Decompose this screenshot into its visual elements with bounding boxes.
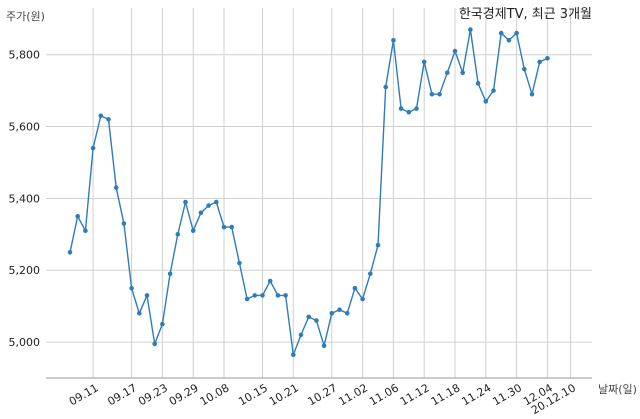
data-point [437,91,442,97]
y-tick-label: 5,600 [9,121,41,134]
data-point [244,296,250,302]
x-tick-label: 11.02 [336,381,370,408]
data-point [229,224,234,230]
data-point [468,27,473,32]
x-tick-label: 11.18 [429,381,463,408]
x-tick-label: 11.24 [460,381,494,408]
data-point [529,91,535,97]
data-point [537,59,542,65]
data-point [83,228,88,233]
y-tick-label: 5,000 [9,336,41,349]
data-point [375,242,381,248]
data-point [221,224,227,230]
data-point [545,56,550,61]
x-axis-title: 날짜(일) [598,382,637,396]
data-point [260,293,265,298]
data-point [352,285,358,291]
data-point [137,311,142,316]
x-tick-label: 09.17 [105,381,139,408]
data-point [398,106,404,111]
data-point [483,99,489,104]
y-tick-label: 5,800 [9,49,41,62]
data-point [306,314,312,320]
data-point [175,232,181,237]
x-tick-label: 09.11 [67,381,101,408]
data-point [237,260,242,266]
data-point [214,199,219,205]
data-point [314,318,319,323]
price-points [67,27,550,358]
y-tick-labels: 5,000 5,200 5,400 5,600 5,800 [9,49,41,349]
data-point [506,38,512,43]
data-point [414,106,419,111]
data-point [298,332,304,338]
data-point [67,250,73,255]
data-point [321,343,327,349]
x-tick-label: 10.15 [236,381,270,408]
data-point [129,285,134,291]
data-point [475,81,481,86]
x-tick-label: 09.29 [167,381,201,408]
data-point [121,221,127,226]
data-point [190,228,196,233]
price-series-line [69,29,548,355]
x-tick-label: 10.08 [198,381,232,408]
data-point [152,341,157,347]
data-point [344,311,350,316]
y-tick-label: 5,200 [9,264,41,277]
x-gridlines [92,8,571,378]
data-point [75,214,80,219]
x-tick-label: 10.27 [306,381,340,408]
data-point [252,293,258,298]
data-point [329,311,335,316]
data-point [206,203,211,208]
data-point [144,293,150,298]
data-point [291,352,296,358]
data-point [267,278,273,284]
data-point [90,145,96,151]
data-point [522,66,527,72]
data-point [445,70,450,75]
y-gridlines [46,54,592,343]
data-point [198,210,204,216]
y-tick-label: 5,400 [9,192,41,205]
data-point [98,113,104,119]
data-point [113,185,119,190]
data-point [283,293,288,298]
data-point [514,30,519,36]
x-tick-label: 11.06 [367,381,401,408]
data-point [498,30,504,36]
data-point [337,307,342,313]
data-point [391,38,396,43]
data-point [491,88,496,93]
data-point [368,271,373,277]
data-point [452,48,458,54]
x-tick-label: 10.21 [267,381,301,408]
data-point [406,109,412,115]
x-tick-label: 09.23 [136,381,170,408]
data-point [360,296,365,302]
y-axis-title: 주가(원) [6,10,45,23]
x-tick-label: 11.30 [490,381,524,408]
data-point [106,117,111,122]
data-point [160,321,165,327]
data-point [183,199,188,205]
data-point [429,91,435,97]
data-point [460,70,466,75]
chart-title: 한국경제TV, 최근 3개월 [459,7,592,22]
x-tick-label: 11.12 [398,381,432,408]
data-point [275,293,281,298]
data-point [383,84,389,90]
data-point [421,59,427,65]
data-point [167,271,173,277]
